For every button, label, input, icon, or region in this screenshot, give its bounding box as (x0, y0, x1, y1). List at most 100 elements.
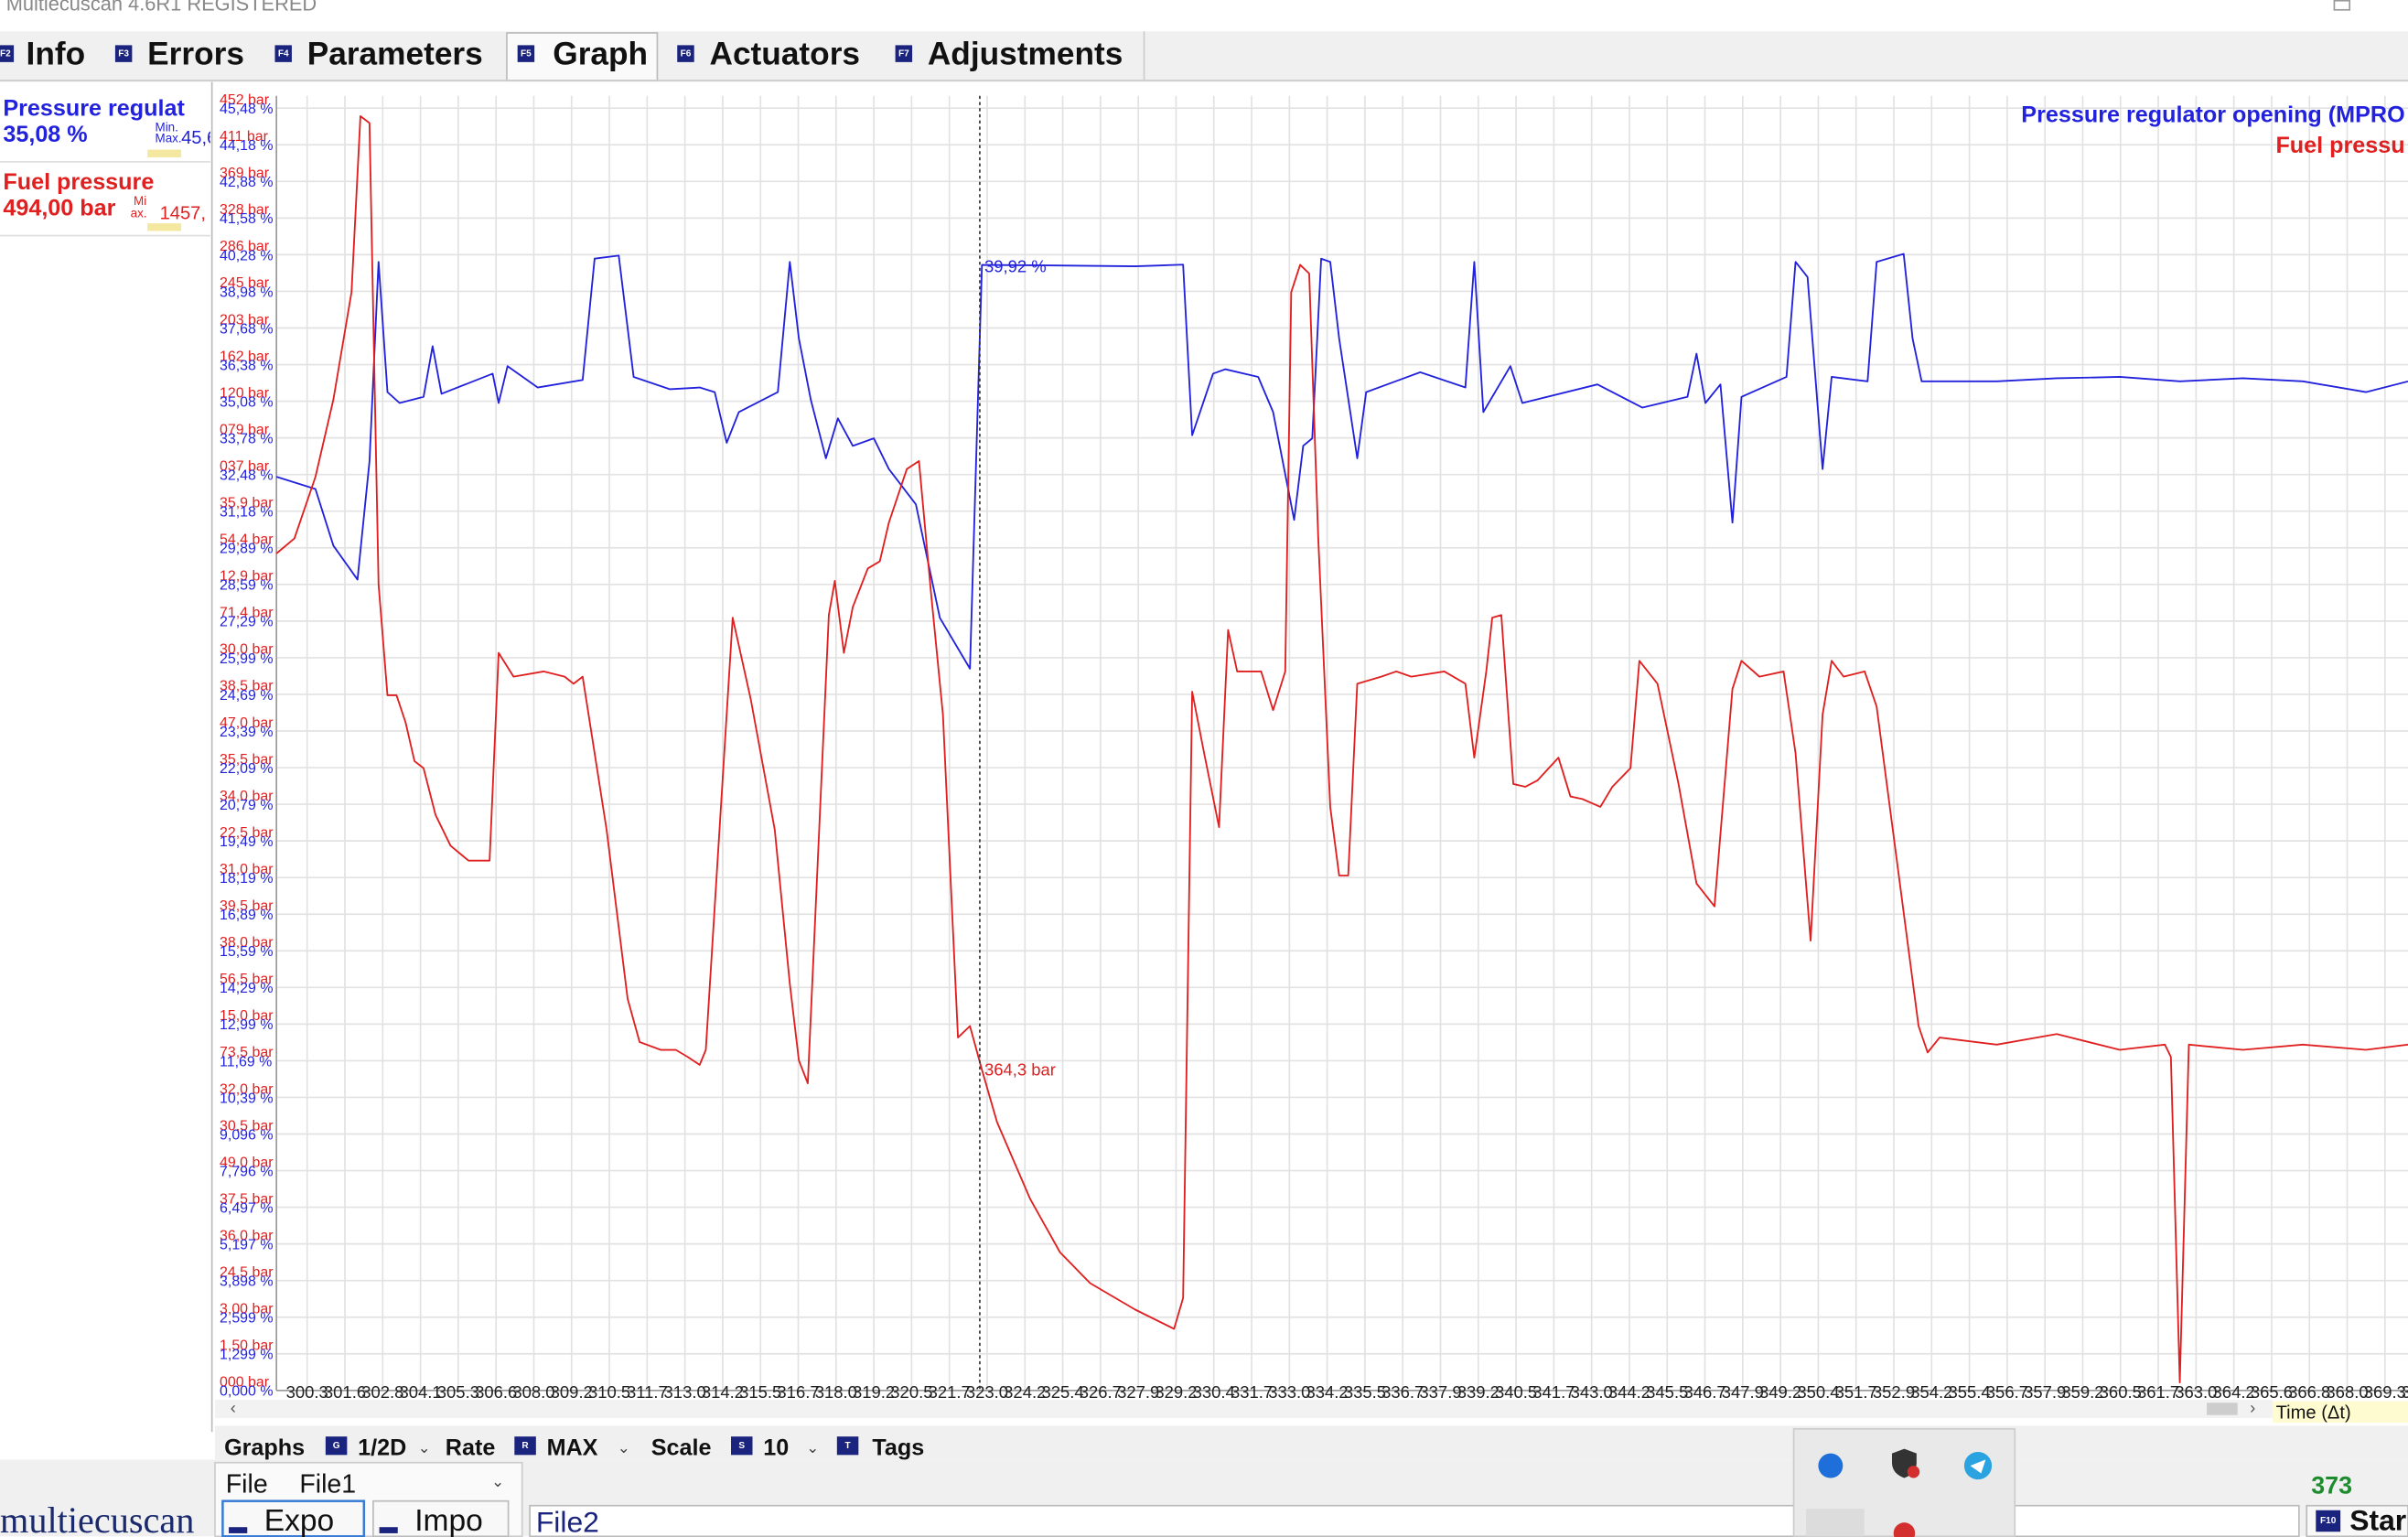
x-label: 330.4 (1193, 1382, 1235, 1402)
y-label-red: 286 bar (220, 239, 270, 254)
y-label-blue: 2,599 % (220, 1311, 273, 1327)
scroll-left[interactable]: ‹ (231, 1398, 236, 1417)
x-label: 318.0 (815, 1382, 857, 1402)
x-label: 323.0 (966, 1382, 1008, 1402)
dropdown-arrow[interactable]: ⌄ (491, 1473, 504, 1490)
y-label-blue: 31,18 % (220, 505, 273, 521)
key-badge (2316, 1510, 2341, 1532)
toolbar-label: Graphs (224, 1435, 305, 1460)
x-label: 359.2 (2061, 1382, 2103, 1402)
dropdown-arrow[interactable]: ⌄ (806, 1439, 819, 1456)
toolbar-button[interactable]: Tags (872, 1435, 924, 1460)
y-label-red: 3,00 bar (220, 1302, 274, 1317)
param-control[interactable] (147, 223, 182, 231)
y-label-red: 34,0 bar (220, 789, 274, 804)
tab-key: F6 (681, 48, 692, 59)
file2-field[interactable] (529, 1504, 2300, 1537)
x-label: 335.5 (1344, 1382, 1386, 1402)
x-label: 310.5 (588, 1382, 630, 1402)
tab-bar (0, 31, 2408, 82)
x-label: 360.5 (2100, 1382, 2142, 1402)
sidebar-clip: Pressure regulat 35,08 % Min. Max. 45,64… (3, 96, 210, 231)
key-badge (731, 1436, 753, 1456)
tab-label[interactable]: Actuators (710, 36, 861, 71)
tabs: F2 Info F3 Errors F4 Parameters F5 Graph F6 Actua… (0, 36, 1123, 71)
scroll-right[interactable]: › (2250, 1398, 2255, 1417)
y-label-red: 39,5 bar (220, 898, 274, 914)
scroll-thumb[interactable] (2207, 1403, 2238, 1415)
y-label-red: 49,0 bar (220, 1155, 274, 1170)
x-label: 316.7 (777, 1382, 819, 1402)
param-min-label: Min. (156, 121, 178, 134)
tray-item[interactable] (1806, 1509, 1865, 1537)
x-label: 355.4 (1949, 1382, 1991, 1402)
toolbar-label: Rate (446, 1435, 496, 1460)
tab-key: F3 (118, 48, 129, 59)
tab-key-badge (677, 45, 694, 62)
y-label-red: 120 bar (220, 385, 270, 401)
dropdown-arrow[interactable]: ⌄ (418, 1439, 431, 1456)
param-max-label: ax. (131, 207, 147, 220)
y-label-red: 56,5 bar (220, 972, 274, 987)
legend-entry: Pressure regulator opening (MPRO (2021, 102, 2404, 127)
y-label-red: 15,0 bar (220, 1008, 274, 1024)
tab-label[interactable]: Errors (147, 36, 244, 71)
y-label-blue: 29,89 % (220, 542, 273, 557)
restore-button[interactable] (2333, 0, 2351, 11)
toolbar-value[interactable]: 1/2D (358, 1435, 406, 1460)
toolbar-value[interactable]: 10 (763, 1435, 789, 1460)
y-label-blue: 0,000 % (220, 1384, 273, 1400)
toolbar-value[interactable]: MAX (547, 1435, 598, 1460)
key-badge (836, 1436, 859, 1456)
y-label-blue: 45,48 % (220, 102, 273, 117)
key-label: T (844, 1441, 851, 1451)
tab-label[interactable]: Info (27, 36, 86, 71)
sidebar (0, 81, 212, 1434)
button-label: Expo (264, 1504, 334, 1537)
file-value[interactable]: File1 (299, 1469, 356, 1499)
cursor-label: 39,92 % (984, 257, 1047, 276)
y-label-blue: 37,68 % (220, 321, 273, 337)
x-label: 357.9 (2024, 1382, 2066, 1402)
y-label-red: 24,5 bar (220, 1264, 274, 1280)
dropdown-arrow[interactable]: ⌄ (618, 1439, 630, 1456)
tab-label[interactable]: Adjustments (928, 36, 1123, 71)
tab-label[interactable]: Graph (553, 36, 648, 71)
x-title-box (2273, 1401, 2408, 1424)
counter: 373 (2311, 1472, 2352, 1499)
param-control[interactable] (147, 149, 182, 157)
x-label: 345.5 (1646, 1382, 1688, 1402)
y-label-red: 328 bar (220, 202, 270, 218)
y-label-blue: 19,49 % (220, 834, 273, 850)
param-name: Fuel pressure (3, 169, 154, 195)
x-label: 309.2 (551, 1382, 593, 1402)
y-label-red: 203 bar (220, 312, 270, 328)
x-label: 341.7 (1532, 1382, 1575, 1402)
y-label-blue: 35,08 % (220, 394, 273, 410)
x-label: 333.0 (1268, 1382, 1310, 1402)
param-name: Pressure regulat (3, 96, 185, 122)
x-label: 308.0 (512, 1382, 554, 1402)
bluetooth-icon[interactable] (1818, 1453, 1844, 1478)
tab-key-badge (0, 45, 15, 62)
y-label-red: 245 bar (220, 275, 270, 291)
series-lines (275, 115, 2408, 1384)
cursor-label: 364,3 bar (984, 1060, 1056, 1080)
y-label-blue: 15,59 % (220, 944, 273, 960)
x-label: 350.4 (1797, 1382, 1839, 1402)
tab-label[interactable]: Parameters (307, 36, 483, 71)
tab-key: F7 (898, 48, 909, 59)
x-label: 311.7 (627, 1382, 668, 1402)
scrollbar[interactable] (215, 1399, 2274, 1419)
y-label-blue: 18,19 % (220, 871, 273, 887)
tray-alert-icon[interactable] (1893, 1522, 1916, 1537)
x-label: 331.7 (1231, 1382, 1273, 1402)
x-label: 314.2 (702, 1382, 744, 1402)
file2-label: File2 (536, 1505, 599, 1537)
y-label-blue: 25,99 % (220, 651, 273, 667)
x-label: 366.8 (2288, 1382, 2330, 1402)
y-label-red: 079 bar (220, 422, 270, 437)
title-bar (0, 0, 2408, 32)
file-label: File (226, 1469, 268, 1499)
